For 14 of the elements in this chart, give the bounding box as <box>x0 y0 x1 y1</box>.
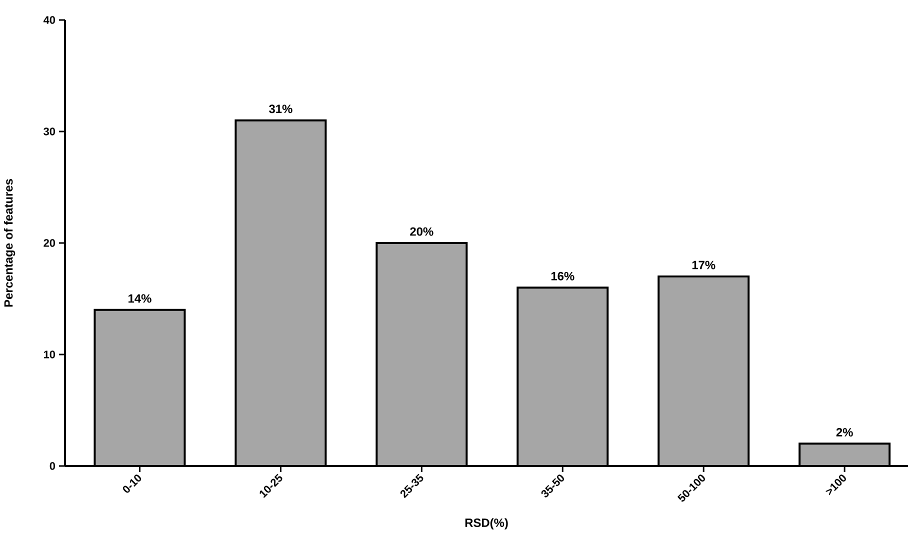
y-tick-label: 20 <box>44 239 56 247</box>
x-tick-label: 0-10 <box>122 474 142 493</box>
data-label: 20% <box>410 227 434 236</box>
data-label: 17% <box>692 260 716 270</box>
y-tick-label: 10 <box>44 350 56 358</box>
data-label: 14% <box>128 294 152 303</box>
y-tick-label: 40 <box>43 16 56 24</box>
y-tick-label: 0 <box>50 462 56 470</box>
data-label: 2% <box>836 428 853 436</box>
y-axis-title: Percentage of features <box>4 179 16 307</box>
data-label: 31% <box>269 104 292 114</box>
y-tick-label: 30 <box>44 128 56 136</box>
data-label: 16% <box>551 272 574 280</box>
x-axis-title: RSD(%) <box>465 518 508 530</box>
